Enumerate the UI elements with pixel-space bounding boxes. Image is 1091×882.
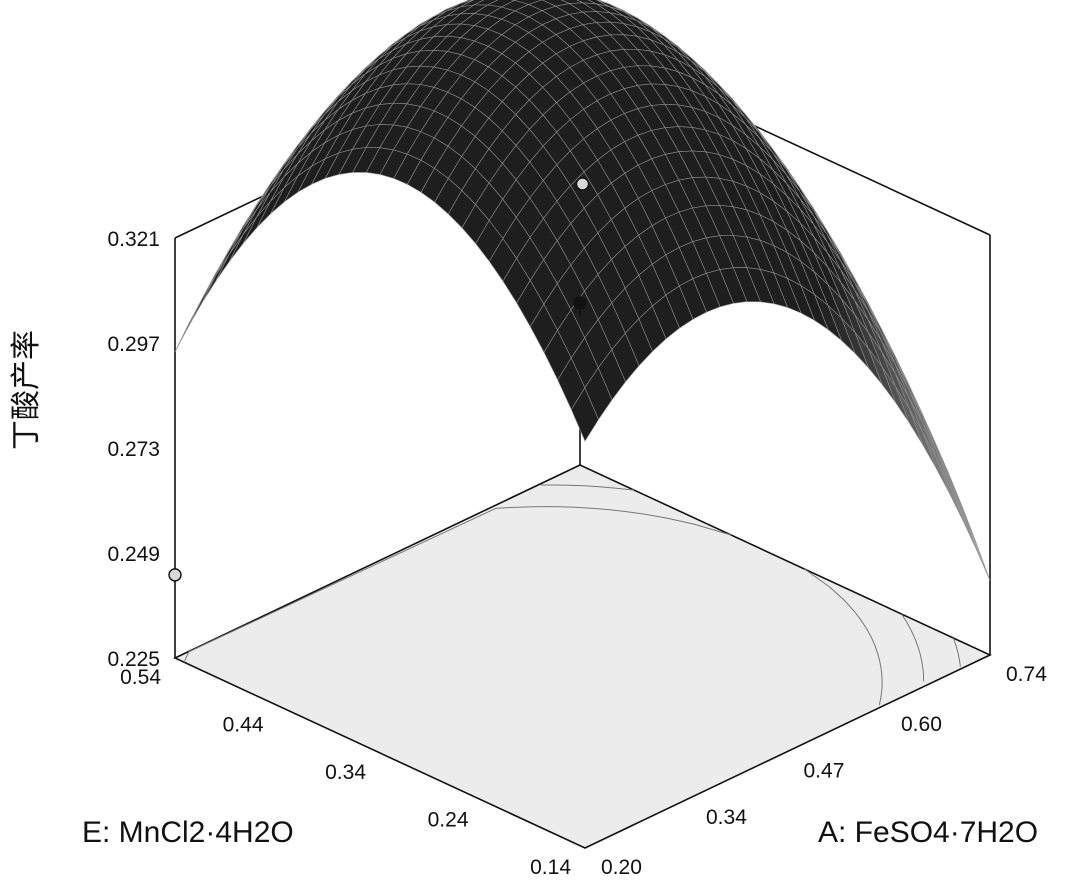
x-axis-title: A: FeSO4·7H2O [818, 816, 1038, 849]
z-axis-title: 丁酸产率 [9, 330, 44, 450]
design-point [168, 568, 182, 582]
surface-cell [570, 387, 599, 442]
y-tick-label: 0.14 [530, 856, 571, 879]
y-tick-label: 0.54 [120, 666, 161, 689]
x-tick-label: 0.20 [601, 856, 642, 879]
surface-cell [202, 253, 230, 303]
surface-cell [215, 234, 244, 281]
surface-cell [962, 512, 991, 581]
z-tick-label: 0.321 [107, 228, 160, 251]
chart-floor [173, 464, 992, 849]
surface-cell [949, 483, 977, 550]
z-tick-label: 0.225 [107, 648, 160, 671]
design-points [168, 177, 590, 582]
contour-line [901, 613, 925, 682]
design-point [573, 296, 587, 310]
x-tick-label: 0.74 [1006, 663, 1047, 686]
x-tick-label: 0.60 [901, 713, 942, 736]
response-surface [174, 0, 991, 581]
z-tick-label: 0.297 [107, 333, 160, 356]
floor-plane [173, 464, 992, 849]
design-point [575, 177, 590, 191]
floor-contours [183, 484, 961, 706]
contour-line [183, 506, 732, 663]
contour-line [952, 637, 961, 667]
contour-line [540, 484, 635, 491]
x-tick-label: 0.34 [706, 806, 747, 829]
surface-cell [921, 421, 950, 484]
tick-labels: 0.225 0.249 0.273 0.297 0.321 0.20 0.34 0.47 0.6… [107, 228, 1047, 879]
z-tick-label: 0.249 [107, 543, 160, 566]
x-tick-label: 0.47 [804, 760, 845, 783]
surface-cell [935, 448, 964, 513]
y-tick-label: 0.44 [223, 714, 264, 737]
y-axis-title: E: MnCl2·4H2O [82, 816, 294, 849]
y-tick-label: 0.34 [325, 761, 366, 784]
y-tick-label: 0.24 [428, 809, 469, 832]
surface-cell [922, 431, 950, 494]
surface-cell [935, 456, 964, 521]
contour-line [804, 568, 883, 706]
z-tick-label: 0.273 [107, 438, 160, 461]
surface-cell [229, 216, 258, 262]
